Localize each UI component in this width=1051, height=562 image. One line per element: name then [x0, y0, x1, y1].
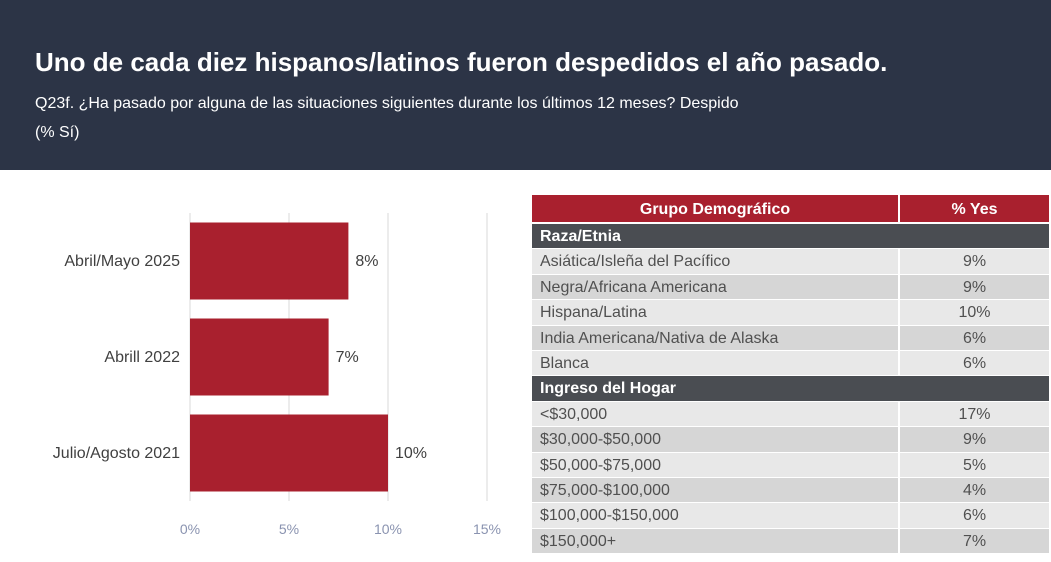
table-cell-value: 6%	[962, 507, 987, 525]
header-banner: Uno de cada diez hispanos/latinos fueron…	[0, 0, 1051, 170]
table-cell-group: $150,000+	[532, 528, 900, 554]
subtitle-question: Q23f. ¿Ha pasado por alguna de las situa…	[35, 95, 739, 112]
table-cell-value: 6%	[962, 329, 987, 347]
data-label: 8%	[355, 253, 378, 270]
table-cell-group: <$30,000	[532, 401, 900, 427]
table-row: India Americana/Nativa de Alaska 6%	[532, 325, 1049, 351]
table-row: Hispana/Latina 10%	[532, 300, 1049, 326]
bar-chart: 0% 5% 10% 15% Abril/Mayo 2025 8% Abrill 2022 7%…	[0, 195, 520, 562]
table-cell-value: 9%	[962, 253, 987, 271]
table-row: $100,000-$150,000 6%	[532, 503, 1049, 529]
category-label: Abril/Mayo 2025	[64, 253, 180, 270]
table-cell-value: 17%	[958, 405, 991, 423]
table-row: $30,000-$50,000 9%	[532, 427, 1049, 453]
bar	[190, 318, 329, 396]
table-cell-group: India Americana/Nativa de Alaska	[532, 325, 900, 350]
table-group-blank	[900, 376, 1049, 400]
table-row: Asiática/Isleña del Pacífico 9%	[532, 249, 1049, 275]
table-group-row: Raza/Etnia	[532, 224, 1049, 250]
data-label: 10%	[395, 445, 427, 462]
table-cell-group: Negra/Africana Americana	[532, 274, 900, 300]
table-group-row: Ingreso del Hogar	[532, 376, 1049, 402]
table-cell-group: Hispana/Latina	[532, 300, 900, 325]
table-group-label: Ingreso del Hogar	[540, 380, 677, 398]
table-cell-value: 5%	[962, 456, 987, 474]
table-cell-group: $30,000-$50,000	[532, 427, 900, 452]
category-label: Abrill 2022	[104, 349, 180, 366]
table-cell-value: 10%	[958, 304, 991, 322]
table-header-value: % Yes	[951, 201, 998, 218]
table-cell-value: 9%	[962, 431, 987, 449]
table-cell-group: $75,000-$100,000	[532, 477, 900, 503]
table-row: Blanca 6%	[532, 350, 1049, 377]
table-header-row: Grupo Demográfico % Yes	[532, 195, 1049, 224]
demographic-table: Grupo Demográfico % Yes Raza/Etnia Asiáti…	[532, 195, 1049, 555]
table-cell-value: 6%	[962, 354, 987, 372]
bar	[190, 414, 388, 492]
data-label: 7%	[336, 349, 359, 366]
x-tick-label: 15%	[473, 521, 501, 537]
x-tick-label: 10%	[374, 521, 402, 537]
table-group-blank	[900, 224, 1049, 248]
table-group-label: Raza/Etnia	[540, 228, 621, 245]
table-row: $75,000-$100,000 4%	[532, 477, 1049, 504]
bar	[190, 222, 349, 300]
table-row: $150,000+ 7%	[532, 528, 1049, 555]
table-cell-group: $50,000-$75,000	[532, 452, 900, 477]
table-row: <$30,000 17%	[532, 401, 1049, 428]
page-subtitle: Q23f. ¿Ha pasado por alguna de las situa…	[35, 89, 935, 147]
table-row: $50,000-$75,000 5%	[532, 452, 1049, 478]
table-cell-value: 7%	[962, 532, 987, 550]
table-cell-value: 9%	[962, 278, 987, 296]
table-cell-group: Blanca	[532, 350, 900, 376]
x-tick-label: 5%	[279, 521, 299, 537]
category-label: Julio/Agosto 2021	[53, 445, 180, 462]
subtitle-unit: (% Sí)	[35, 124, 80, 141]
bar-chart-svg: 0% 5% 10% 15% Abril/Mayo 2025 8% Abrill 2022 7%…	[53, 213, 501, 537]
table-cell-group: Asiática/Isleña del Pacífico	[532, 249, 900, 274]
page-title: Uno de cada diez hispanos/latinos fueron…	[35, 47, 888, 77]
table-row: Negra/Africana Americana 9%	[532, 274, 1049, 301]
table-header-group: Grupo Demográfico	[532, 195, 900, 222]
x-tick-label: 0%	[180, 521, 200, 537]
table-cell-value: 4%	[962, 481, 987, 499]
table-cell-group: $100,000-$150,000	[532, 503, 900, 528]
